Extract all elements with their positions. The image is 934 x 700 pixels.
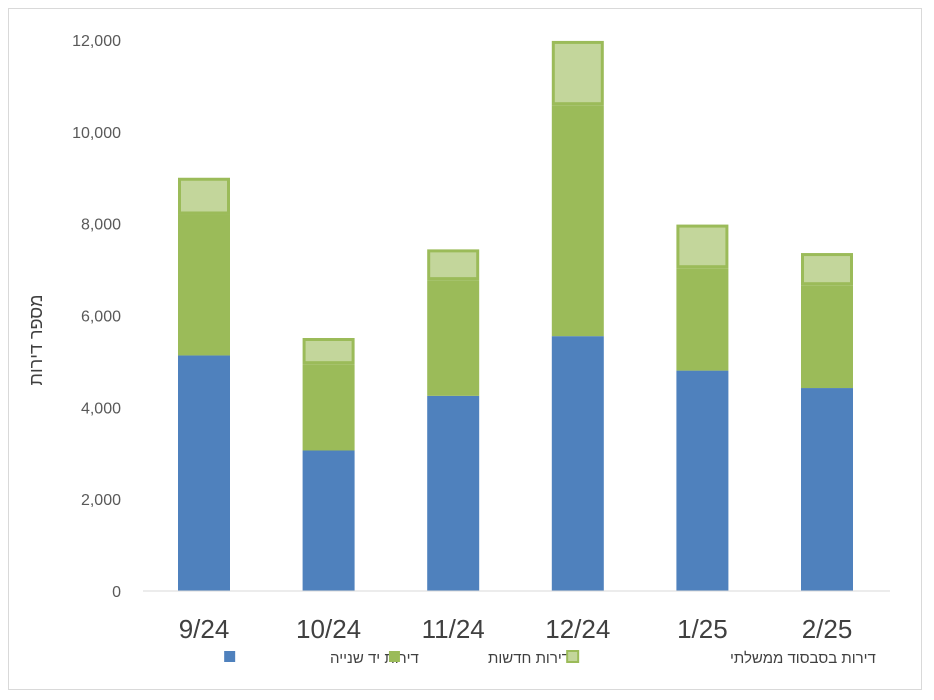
legend-swatch <box>224 651 236 662</box>
bar-segment-series-1 <box>676 370 729 591</box>
bar-segment-series-3 <box>427 249 480 281</box>
bar-segment-series-2 <box>676 268 729 371</box>
bar-segment-series-1 <box>178 355 230 591</box>
x-category-label: 2/25 <box>802 614 853 644</box>
legend-item-series-3: דירות בסבסוד ממשלתי <box>566 650 876 667</box>
bar-segment-series-2 <box>801 285 853 389</box>
x-category-label: 1/25 <box>677 614 728 644</box>
bar-segment-series-3 <box>801 253 853 286</box>
bar-segment-series-2 <box>178 214 230 356</box>
y-tick-label: 0 <box>112 584 121 601</box>
bar-segment-series-1 <box>801 388 853 591</box>
bar-segment-series-1 <box>427 395 480 591</box>
y-axis-title: מספר דירות <box>26 295 46 386</box>
legend-label: דירות בסבסוד ממשלתי <box>730 650 876 667</box>
bar-segment-series-2 <box>302 364 355 451</box>
bar-segment-series-3 <box>302 337 355 365</box>
legend: דירות יד שנייה דירות חדשות דירות בסבסוד ממ… <box>224 650 876 667</box>
bar-segment-series-3 <box>178 177 230 215</box>
x-category-label: 12/24 <box>545 614 610 644</box>
legend-swatch <box>388 651 400 662</box>
x-axis-category-labels: 9/24 10/24 11/24 12/24 1/25 2/25 <box>179 614 853 644</box>
bars-layer <box>178 40 853 591</box>
legend-swatch <box>566 650 580 663</box>
y-axis-ticks: 0 2,000 4,000 6,000 8,000 10,000 12,000 <box>72 33 121 601</box>
bar-segment-series-2 <box>427 280 480 396</box>
y-tick-label: 4,000 <box>81 400 121 417</box>
bar-segment-series-1 <box>302 450 355 591</box>
bar-segment-series-2 <box>551 105 604 337</box>
x-category-label: 9/24 <box>179 614 230 644</box>
legend-label: דירות חדשות <box>488 650 570 667</box>
y-tick-label: 10,000 <box>72 125 121 142</box>
bar-segment-series-3 <box>676 224 729 269</box>
y-tick-label: 2,000 <box>81 492 121 509</box>
bar-segment-series-3 <box>551 40 604 106</box>
y-tick-label: 6,000 <box>81 309 121 326</box>
x-category-label: 10/24 <box>296 614 361 644</box>
y-tick-label: 8,000 <box>81 217 121 234</box>
legend-label: דירות יד שנייה <box>330 650 419 667</box>
y-tick-label: 12,000 <box>72 33 121 50</box>
bar-segment-series-1 <box>551 336 604 591</box>
legend-item-series-2: דירות חדשות <box>388 650 570 667</box>
x-category-label: 11/24 <box>422 614 485 644</box>
